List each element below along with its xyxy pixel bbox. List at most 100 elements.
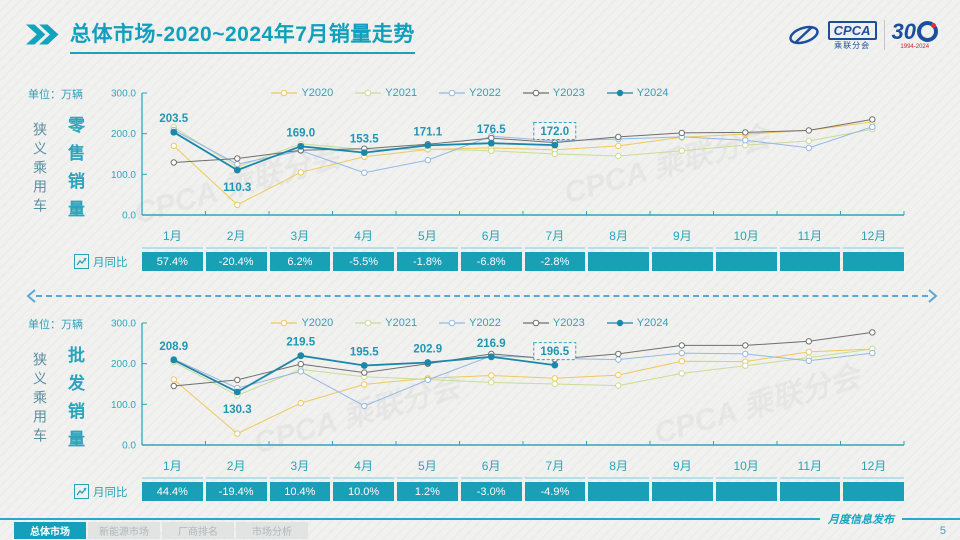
svg-text:171.1: 171.1 bbox=[413, 126, 442, 138]
month-label: 10月 bbox=[715, 227, 777, 249]
month-label: 2月 bbox=[205, 457, 267, 479]
month-label: 6月 bbox=[460, 227, 522, 249]
month-label: 7月 bbox=[524, 227, 586, 249]
yoy-cell bbox=[715, 482, 777, 501]
month-label: 3月 bbox=[269, 457, 331, 479]
yoy-cell: 57.4% bbox=[142, 252, 203, 271]
yoy-cell bbox=[779, 252, 841, 271]
metric-label-wholesale: 批发销量 bbox=[65, 346, 84, 458]
svg-text:0.0: 0.0 bbox=[122, 211, 136, 222]
footer: 总体市场 新能源市场 厂商排名 市场分析 月度信息发布 5 bbox=[0, 511, 960, 540]
header: 总体市场-2020~2024年7月销量走势 CPCA 乘联分会 30 1994-… bbox=[26, 18, 938, 54]
month-label: 4月 bbox=[333, 457, 394, 479]
metric-label-retail: 零售销量 bbox=[65, 116, 84, 228]
month-label: 1月 bbox=[142, 457, 203, 479]
footer-line bbox=[0, 518, 960, 520]
footer-tab-1[interactable]: 新能源市场 bbox=[88, 522, 160, 539]
vehicle-type-label: 狭义乘用车 bbox=[32, 122, 48, 217]
yoy-cell bbox=[588, 482, 649, 501]
svg-text:216.9: 216.9 bbox=[477, 338, 506, 350]
svg-text:202.9: 202.9 bbox=[413, 343, 442, 355]
svg-text:176.5: 176.5 bbox=[477, 124, 506, 136]
double-chevron-icon bbox=[26, 24, 59, 45]
svg-text:200.0: 200.0 bbox=[111, 359, 136, 370]
svg-text:100.0: 100.0 bbox=[111, 400, 136, 411]
svg-text:300.0: 300.0 bbox=[111, 319, 136, 330]
month-label: 8月 bbox=[588, 227, 649, 249]
yoy-cell: 1.2% bbox=[397, 482, 458, 501]
month-label: 6月 bbox=[460, 457, 522, 479]
yoy-cell: -20.4% bbox=[205, 252, 267, 271]
month-label: 10月 bbox=[715, 457, 777, 479]
svg-text:219.5: 219.5 bbox=[286, 337, 315, 349]
logo-divider bbox=[883, 20, 885, 50]
footer-tab-2[interactable]: 厂商排名 bbox=[162, 522, 234, 539]
retail-chart-section: 单位：万辆 狭义乘用车 零售销量 Y2020 Y2021 Y2022 Y2023… bbox=[0, 82, 960, 282]
arrow-left-icon bbox=[26, 289, 36, 303]
month-label: 4月 bbox=[333, 227, 394, 249]
svg-text:0.0: 0.0 bbox=[122, 441, 136, 452]
cpca-swoosh-icon bbox=[788, 25, 819, 45]
trend-icon bbox=[74, 484, 89, 499]
cpca-logo: CPCA 乘联分会 30 1994-2024 bbox=[787, 20, 938, 50]
month-label: 11月 bbox=[779, 227, 841, 249]
svg-text:300.0: 300.0 bbox=[111, 89, 136, 100]
month-label: 3月 bbox=[269, 227, 331, 249]
svg-text:169.0: 169.0 bbox=[286, 127, 315, 139]
vehicle-type-label: 狭义乘用车 bbox=[32, 352, 48, 447]
month-label: 9月 bbox=[652, 457, 713, 479]
yoy-cell: 44.4% bbox=[142, 482, 203, 501]
yoy-label: 月同比 bbox=[74, 252, 128, 271]
anniversary-ring-icon bbox=[917, 21, 938, 42]
yoy-cell bbox=[779, 482, 841, 501]
page-title: 总体市场-2020~2024年7月销量走势 bbox=[70, 18, 415, 54]
yoy-cell bbox=[652, 252, 713, 271]
svg-text:100.0: 100.0 bbox=[111, 170, 136, 181]
footer-tabs: 总体市场 新能源市场 厂商排名 市场分析 bbox=[14, 522, 308, 539]
month-label: 11月 bbox=[779, 457, 841, 479]
unit-label: 单位：万辆 bbox=[28, 89, 83, 101]
anniversary-number: 30 bbox=[891, 18, 916, 44]
unit-label: 单位：万辆 bbox=[28, 319, 83, 331]
yoy-row: 57.4% -20.4% 6.2% -5.5% -1.8% -6.8% -2.8% bbox=[142, 252, 904, 271]
release-label: 月度信息发布 bbox=[820, 511, 902, 527]
logo-sub-text: 乘联分会 bbox=[834, 40, 871, 50]
yoy-cell bbox=[843, 252, 904, 271]
yoy-cell bbox=[715, 252, 777, 271]
month-label: 1月 bbox=[142, 227, 203, 249]
svg-text:153.5: 153.5 bbox=[350, 134, 379, 146]
yoy-cell: -1.8% bbox=[397, 252, 458, 271]
footer-tab-3[interactable]: 市场分析 bbox=[236, 522, 308, 539]
footer-tab-0[interactable]: 总体市场 bbox=[14, 522, 86, 539]
page-number: 5 bbox=[939, 525, 946, 537]
yoy-cell: 10.0% bbox=[333, 482, 394, 501]
yoy-cell: -4.9% bbox=[524, 482, 586, 501]
svg-text:203.5: 203.5 bbox=[159, 113, 188, 125]
yoy-cell: 10.4% bbox=[269, 482, 331, 501]
svg-text:110.3: 110.3 bbox=[223, 182, 251, 194]
month-label: 5月 bbox=[397, 457, 458, 479]
section-divider bbox=[26, 289, 938, 303]
yoy-cell bbox=[843, 482, 904, 501]
month-label: 9月 bbox=[652, 227, 713, 249]
wholesale-line-chart: 0.0 100.0 200.0 300.0 208.9 130.3 219.5 195.5 20… bbox=[111, 319, 905, 452]
svg-text:196.5: 196.5 bbox=[540, 346, 569, 358]
month-label: 12月 bbox=[843, 457, 904, 479]
yoy-cell: 6.2% bbox=[269, 252, 331, 271]
yoy-row: 44.4% -19.4% 10.4% 10.0% 1.2% -3.0% -4.9% bbox=[142, 482, 904, 501]
yoy-cell: -19.4% bbox=[205, 482, 267, 501]
retail-line-chart: 0.0 100.0 200.0 300.0 203.5 110.3 169.0 153.5 17… bbox=[111, 89, 905, 222]
month-axis: 1月 2月 3月 4月 5月 6月 7月 8月 9月 10月 11月 12月 bbox=[142, 457, 904, 479]
month-label: 2月 bbox=[205, 227, 267, 249]
month-axis: 1月 2月 3月 4月 5月 6月 7月 8月 9月 10月 11月 12月 bbox=[142, 227, 904, 249]
wholesale-chart-section: 单位：万辆 狭义乘用车 批发销量 Y2020 Y2021 Y2022 Y2023… bbox=[0, 312, 960, 512]
month-label: 7月 bbox=[524, 457, 586, 479]
yoy-cell: -6.8% bbox=[460, 252, 522, 271]
month-label: 12月 bbox=[843, 227, 904, 249]
yoy-cell bbox=[588, 252, 649, 271]
yoy-cell: -3.0% bbox=[460, 482, 522, 501]
yoy-cell: -2.8% bbox=[524, 252, 586, 271]
svg-text:172.0: 172.0 bbox=[540, 126, 569, 138]
svg-text:208.9: 208.9 bbox=[159, 341, 188, 353]
